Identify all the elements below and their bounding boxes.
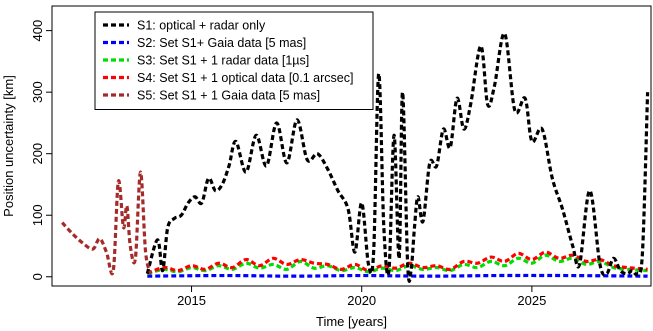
y-tick-label: 200 — [30, 143, 45, 165]
y-axis-title: Position uncertainty [km] — [1, 75, 16, 217]
y-tick-label: 400 — [30, 20, 45, 42]
y-tick-label: 100 — [30, 204, 45, 226]
y-tick-label: 300 — [30, 81, 45, 103]
series-line-s2 — [147, 273, 648, 278]
x-tick-label: 2020 — [347, 293, 376, 308]
legend-entry: S2: Set S1+ Gaia data [5 mas] — [137, 36, 306, 50]
series-line-s4 — [146, 250, 648, 275]
legend-entry: S5: Set S1 + 1 Gaia data [5 mas] — [137, 89, 320, 103]
y-tick-label: 0 — [30, 273, 45, 280]
legend-entry: S1: optical + radar only — [137, 19, 266, 33]
legend-entry: S3: Set S1 + 1 radar data [1µs] — [137, 54, 309, 68]
x-tick-label: 2025 — [517, 293, 546, 308]
legend: S1: optical + radar only S2: Set S1+ Gaia… — [94, 11, 374, 110]
series-line-s3 — [146, 253, 648, 276]
legend-box — [94, 11, 374, 110]
x-tick-label: 2015 — [177, 293, 206, 308]
y-axis: 0 100 200 300 400 — [30, 20, 52, 280]
x-axis: 2015 2020 2025 — [177, 286, 546, 308]
series-line-s1 — [145, 32, 650, 283]
x-axis-title: Time [years] — [316, 314, 387, 329]
plot-frame — [51, 5, 652, 287]
legend-entry: S4: Set S1 + 1 optical data [0.1 arcsec] — [137, 71, 353, 85]
series-layer — [61, 32, 650, 283]
series-line-s5 — [61, 170, 153, 276]
